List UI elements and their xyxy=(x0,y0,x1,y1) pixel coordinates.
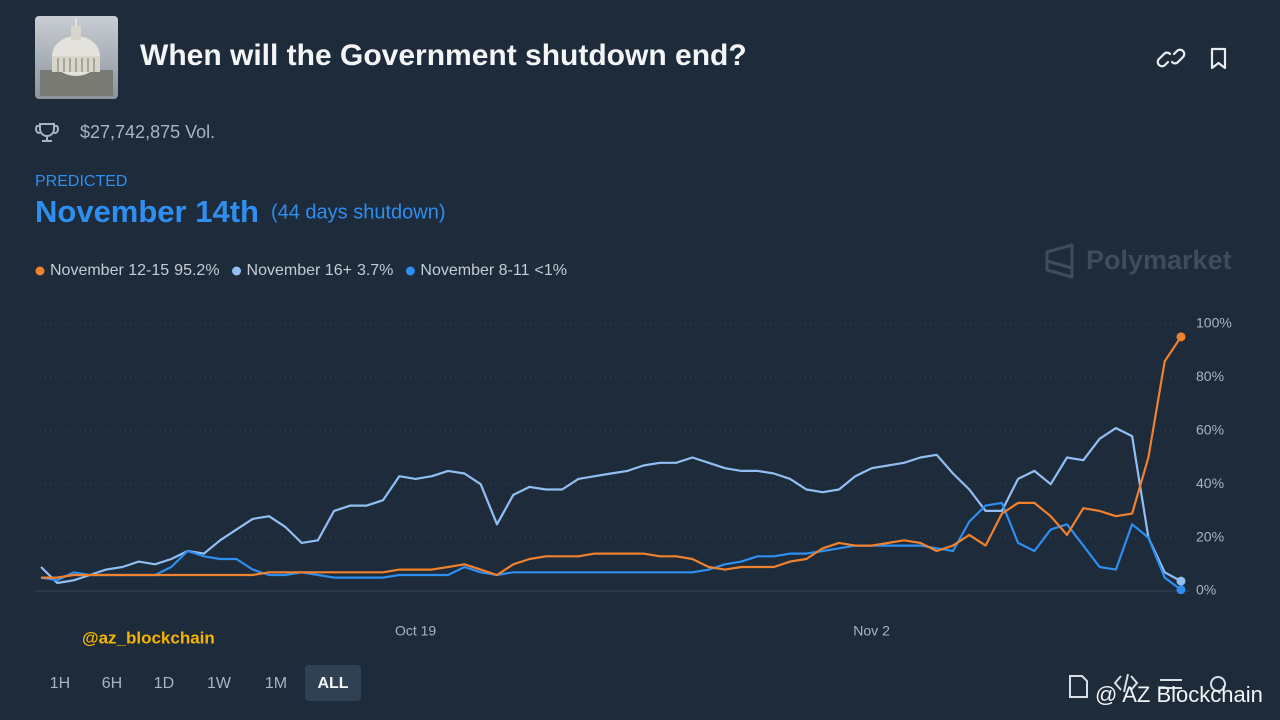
settings-icon[interactable] xyxy=(1210,676,1226,692)
x-tick-label: Oct 19 xyxy=(395,623,436,639)
predicted-value: November 14th xyxy=(35,194,259,229)
legend-name: November 12-15 xyxy=(50,262,169,279)
y-tick-label: 100% xyxy=(1196,315,1232,331)
y-tick-label: 40% xyxy=(1196,475,1224,491)
y-tick-label: 0% xyxy=(1196,582,1216,598)
brand-watermark: Polymarket xyxy=(1086,245,1232,275)
timeframe-label: 6H xyxy=(102,675,122,692)
filter-icon[interactable] xyxy=(1160,679,1182,689)
legend-name: November 8-11 xyxy=(420,262,529,279)
timeframe-button[interactable]: 1M xyxy=(265,675,287,692)
legend-value: 3.7% xyxy=(357,262,393,279)
timeframe-label: ALL xyxy=(317,675,348,692)
footer-watermark: @ AZ Blockchain xyxy=(1095,682,1263,707)
end-point xyxy=(1176,332,1186,342)
link-button[interactable] xyxy=(1156,48,1186,68)
y-tick-label: 80% xyxy=(1196,368,1224,384)
end-point xyxy=(1176,576,1186,586)
plot: 0% 20% 40% 60% 80% 100% Oct 19 Nov 2 xyxy=(35,315,1232,639)
bookmark-button[interactable] xyxy=(1210,47,1227,70)
export-icon[interactable] xyxy=(1069,675,1088,698)
trophy-icon xyxy=(35,123,59,142)
series-line xyxy=(40,501,1182,591)
y-tick-label: 20% xyxy=(1196,528,1224,544)
timeframe-label: 1M xyxy=(265,675,287,692)
legend-swatch xyxy=(405,266,415,276)
series-line xyxy=(41,336,1182,579)
timeframe-label: 1H xyxy=(50,675,70,692)
legend-value: 95.2% xyxy=(174,262,219,279)
market-image xyxy=(35,16,118,99)
legend-swatch xyxy=(35,266,45,276)
watermark: @az_blockchain xyxy=(82,628,215,647)
timeframe-button[interactable]: 1D xyxy=(154,675,174,692)
timeframe-button[interactable]: ALL xyxy=(305,665,361,701)
timeframe-label: 1W xyxy=(207,675,232,692)
chart-tools xyxy=(1069,673,1226,698)
legend-value: <1% xyxy=(535,262,567,279)
timeframe-button[interactable]: 1W xyxy=(207,675,232,692)
timeframe-active-bg xyxy=(305,665,361,701)
title: When will the Government shutdown end? xyxy=(140,39,747,72)
predicted-note: (44 days shutdown) xyxy=(271,201,446,223)
end-point xyxy=(1176,585,1186,595)
legend-swatch xyxy=(232,266,242,276)
y-tick-label: 60% xyxy=(1196,422,1224,438)
timeframe-bar: 1H 6H 1D 1W 1M ALL xyxy=(50,665,361,701)
predicted-label: PREDICTED xyxy=(35,173,127,190)
legend-name: November 16+ xyxy=(247,262,352,279)
series-line xyxy=(40,427,1182,585)
embed-icon[interactable] xyxy=(1113,673,1139,693)
legend: November 12-15 95.2% November 16+ 3.7% Novem… xyxy=(35,262,567,279)
volume: $27,742,875 Vol. xyxy=(80,122,215,142)
brand-logo xyxy=(1045,243,1074,279)
timeframe-button[interactable]: 6H xyxy=(102,675,122,692)
x-tick-label: Nov 2 xyxy=(853,623,890,639)
timeframe-button[interactable]: 1H xyxy=(50,675,70,692)
timeframe-label: 1D xyxy=(154,675,174,692)
